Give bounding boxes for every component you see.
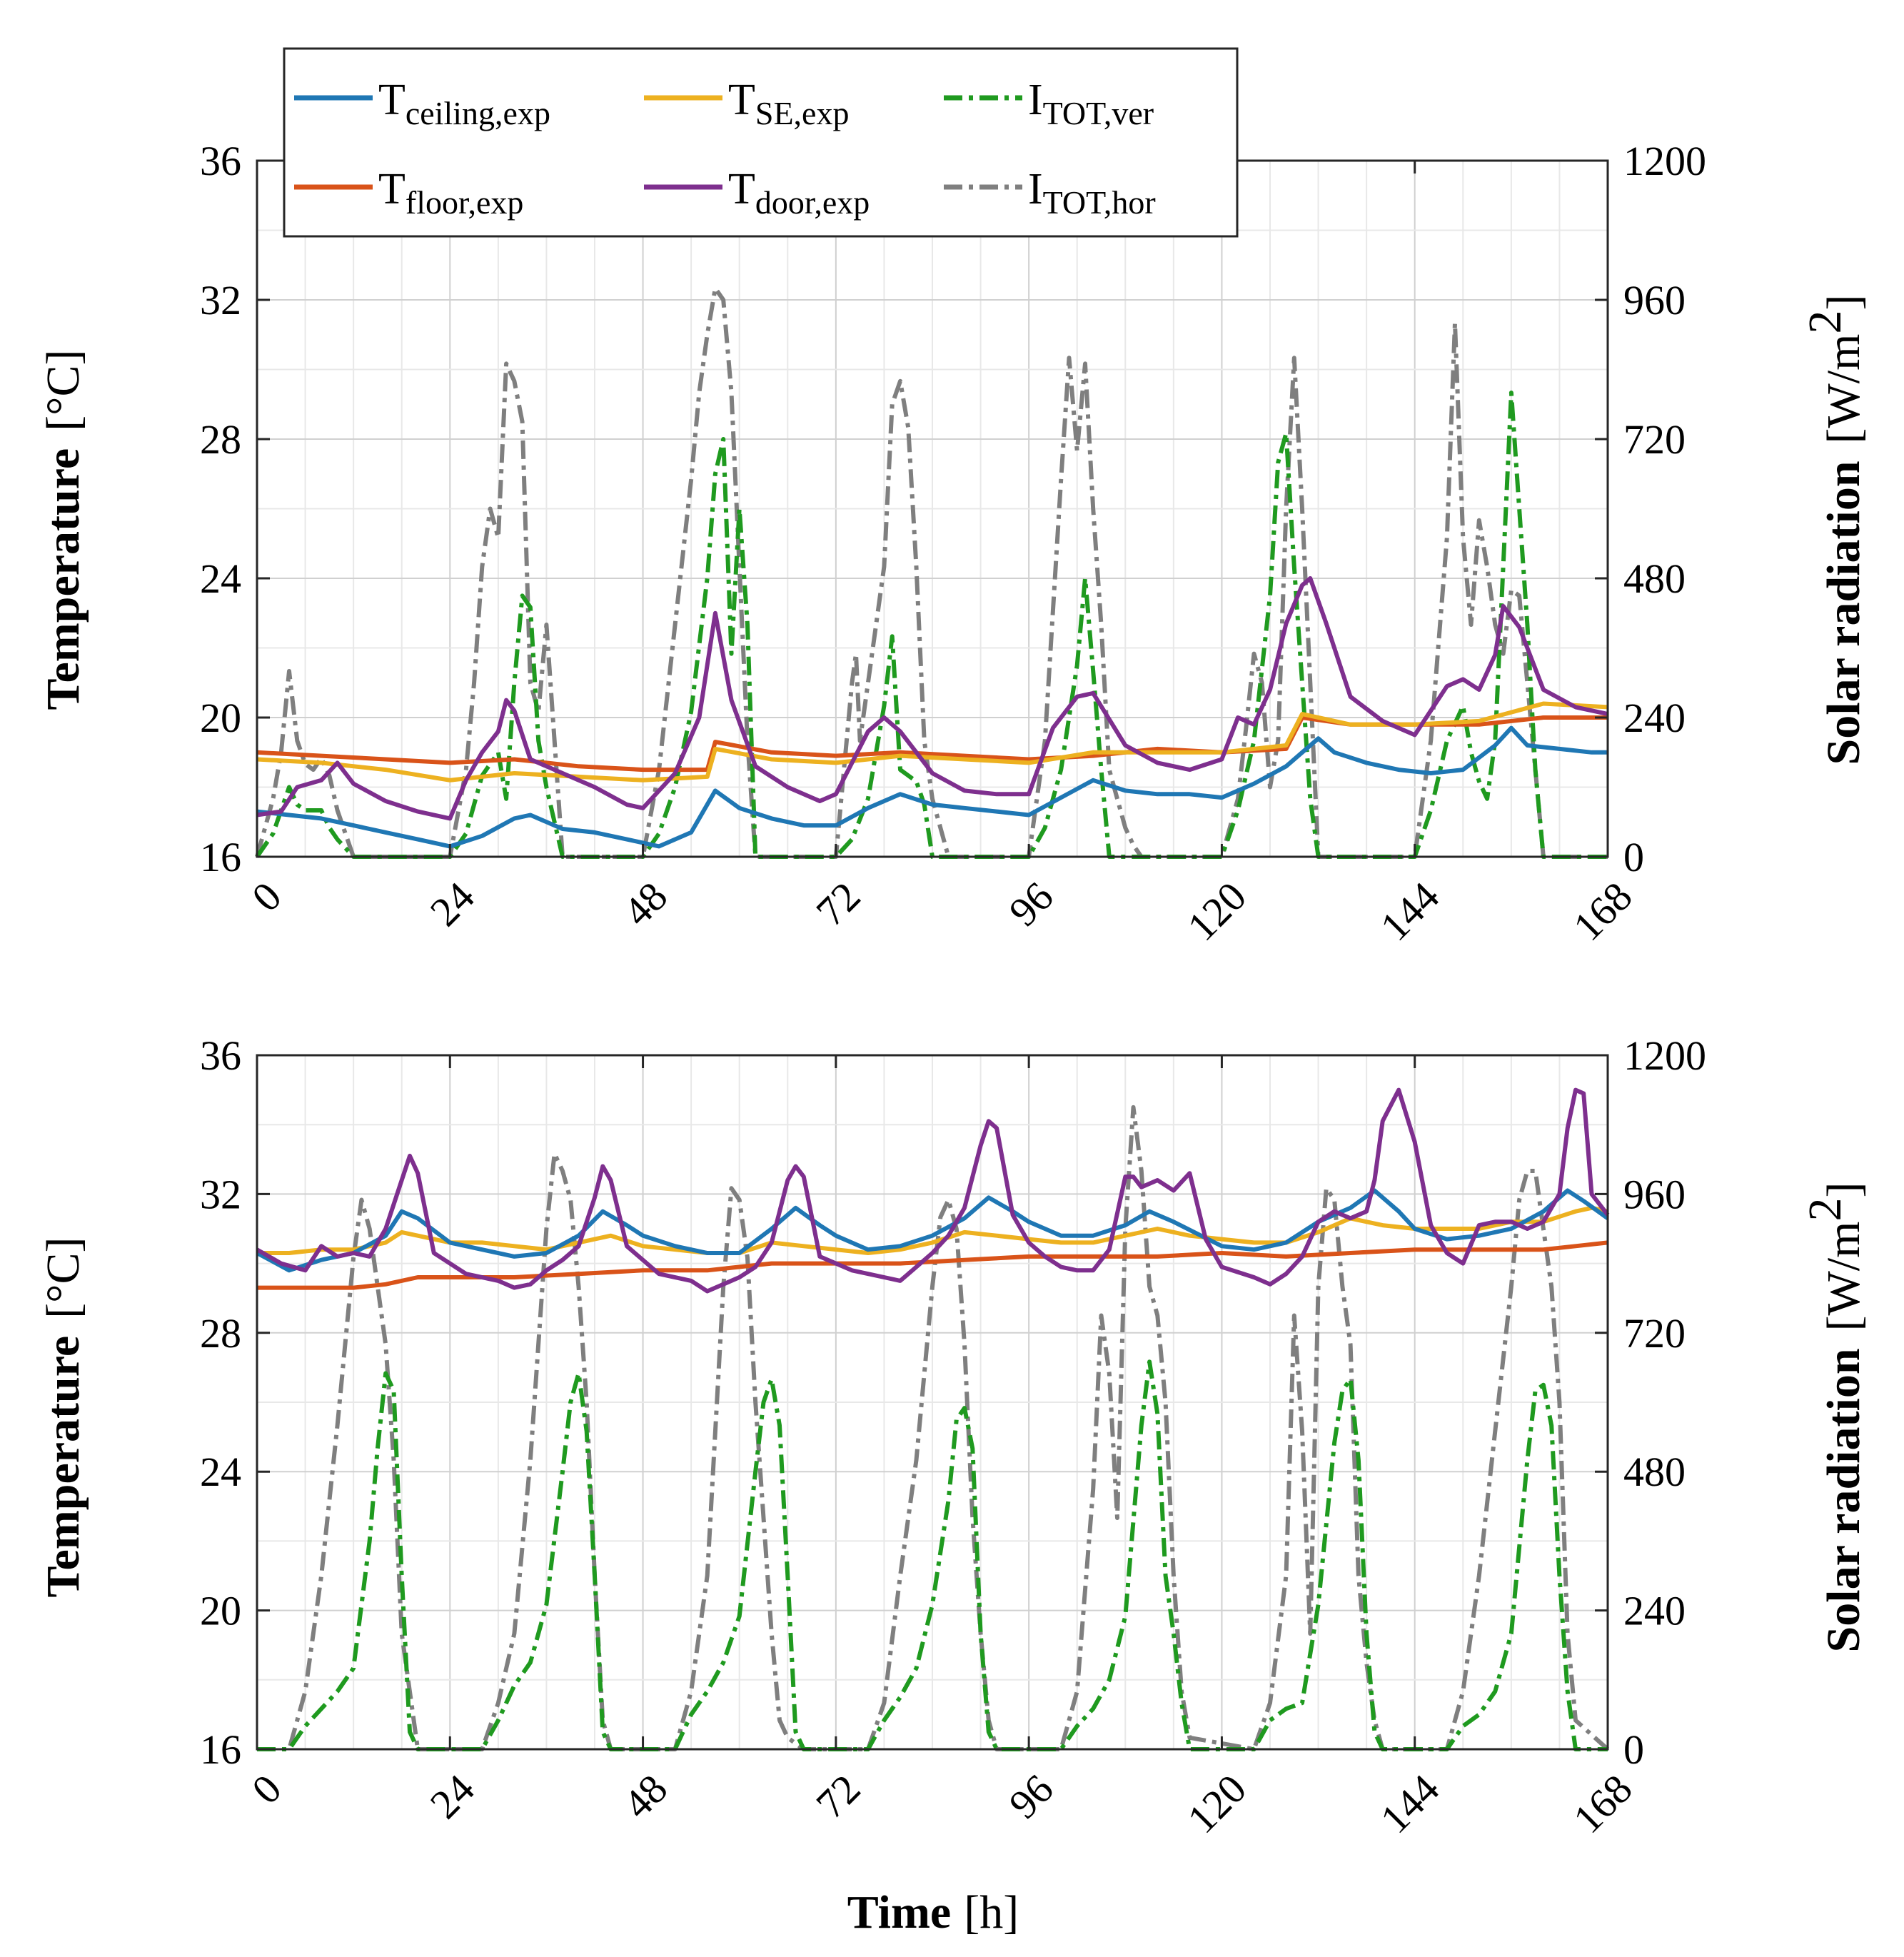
y-tick-label: 20 bbox=[200, 1588, 241, 1634]
series-line-ceiling bbox=[256, 1188, 1609, 1273]
bottom-y2-axis-label: Solar radiation[W/m2] bbox=[1799, 1182, 1870, 1653]
y2-tick-label: 240 bbox=[1623, 695, 1686, 741]
series-line-se bbox=[257, 1205, 1608, 1255]
y2-tick-label: 480 bbox=[1623, 555, 1686, 602]
y2-tick-label: 1200 bbox=[1623, 1032, 1706, 1079]
legend-entry-se: TSE,exp bbox=[644, 76, 849, 131]
y-tick-label: 28 bbox=[200, 416, 241, 463]
legend-label-ceiling-sub: ceiling,exp bbox=[406, 95, 550, 131]
top-y-axis-label: Temperature[°C] bbox=[37, 350, 89, 710]
y-tick-label: 24 bbox=[200, 1449, 241, 1495]
top-panel: 0 24 48 72 96 120 144 1681620242832360240480720… bbox=[37, 47, 1870, 950]
svg-text:Tfloor,exp: Tfloor,exp bbox=[378, 165, 523, 221]
y-tick-label: 28 bbox=[200, 1310, 241, 1357]
legend-label-door-main: T bbox=[728, 165, 755, 213]
svg-text:TSE,exp: TSE,exp bbox=[728, 76, 849, 131]
legend-label-hor-sub: TOT,hor bbox=[1043, 184, 1156, 221]
legend-label-floor-sub: floor,exp bbox=[406, 184, 524, 221]
bottom-plot-frame bbox=[256, 1054, 1609, 1751]
legend-label-ver-sub: TOT,ver bbox=[1043, 95, 1154, 131]
y2-tick-label: 960 bbox=[1623, 1171, 1686, 1217]
svg-text:Tdoor,exp: Tdoor,exp bbox=[728, 165, 870, 221]
y2-tick-label: 720 bbox=[1623, 416, 1686, 463]
bottom-y-axis-label: Temperature[°C] bbox=[37, 1237, 89, 1598]
svg-text:ITOT,hor: ITOT,hor bbox=[1028, 165, 1156, 221]
y2-tick-label: 1200 bbox=[1623, 138, 1706, 184]
series-line-ceiling bbox=[256, 725, 1608, 849]
y2-tick-label: 480 bbox=[1623, 1449, 1686, 1495]
legend-label-se-main: T bbox=[728, 76, 755, 124]
legend-entry-ver: ITOT,ver bbox=[944, 76, 1154, 131]
series-line-door bbox=[256, 1087, 1610, 1294]
legend-entry-floor: Tfloor,exp bbox=[294, 165, 523, 221]
y-tick-label: 32 bbox=[200, 1171, 241, 1217]
legend-label-hor-main: I bbox=[1028, 165, 1043, 213]
y-tick-label: 32 bbox=[200, 277, 241, 323]
y-tick-label: 36 bbox=[200, 138, 241, 184]
legend-label-door-sub: door,exp bbox=[755, 184, 870, 221]
y-tick-label: 16 bbox=[200, 1726, 241, 1773]
y-tick-label: 24 bbox=[200, 555, 241, 602]
y-tick-label: 20 bbox=[200, 695, 241, 741]
x-axis-label: Time [h] bbox=[847, 1886, 1019, 1938]
legend: Tceiling,exp TSE,exp ITOT,ver Tfloor,exp… bbox=[283, 47, 1239, 238]
legend-label-se-sub: SE,exp bbox=[755, 95, 850, 131]
y2-tick-label: 720 bbox=[1623, 1310, 1686, 1357]
series-line-ver bbox=[257, 1359, 1608, 1751]
y2-tick-label: 960 bbox=[1623, 277, 1686, 323]
series-line-door bbox=[256, 576, 1608, 821]
y2-tick-label: 0 bbox=[1623, 834, 1644, 880]
legend-entry-hor: ITOT,hor bbox=[944, 165, 1156, 221]
legend-box bbox=[283, 47, 1239, 238]
legend-entry-door: Tdoor,exp bbox=[644, 165, 870, 221]
bottom-series bbox=[256, 1087, 1610, 1751]
y2-tick-label: 240 bbox=[1623, 1588, 1686, 1634]
y-tick-label: 16 bbox=[200, 834, 241, 880]
legend-entry-ceiling: Tceiling,exp bbox=[294, 76, 550, 131]
series-line-se bbox=[256, 701, 1608, 783]
legend-label-ceiling-main: T bbox=[378, 76, 406, 124]
y2-tick-label: 0 bbox=[1623, 1726, 1644, 1773]
top-y2-axis-label: Solar radiation[W/m2] bbox=[1799, 295, 1870, 765]
series-line-ver bbox=[255, 391, 1608, 859]
y-tick-label: 36 bbox=[200, 1032, 241, 1079]
legend-label-ver-main: I bbox=[1028, 76, 1043, 124]
svg-text:ITOT,ver: ITOT,ver bbox=[1028, 76, 1154, 131]
legend-label-floor-main: T bbox=[378, 165, 406, 213]
svg-text:Tceiling,exp: Tceiling,exp bbox=[378, 76, 550, 131]
